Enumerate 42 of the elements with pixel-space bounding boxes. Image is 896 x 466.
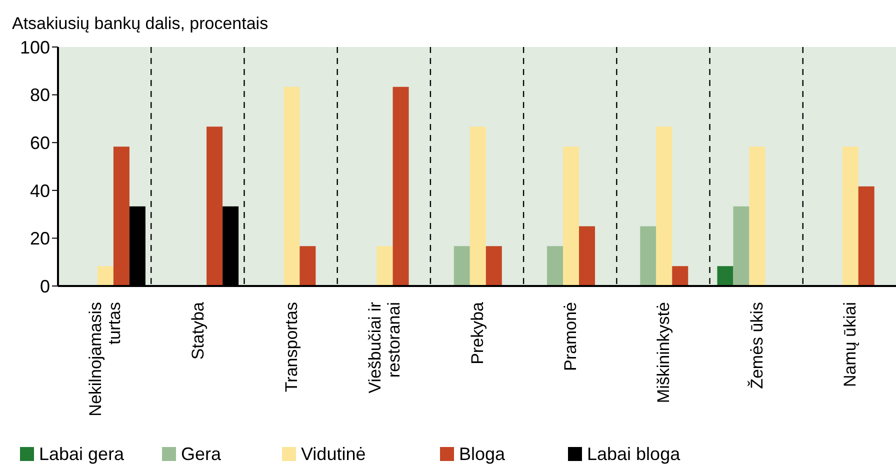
- bar: [284, 86, 300, 286]
- y-tick-label: 20: [30, 228, 50, 249]
- y-tick-label: 60: [30, 132, 50, 153]
- bar: [376, 246, 393, 286]
- bar: [470, 126, 486, 286]
- bar: [392, 86, 409, 286]
- y-tick-label: 100: [20, 37, 50, 58]
- x-tick-label: Nekilnojamasis turtas: [86, 302, 124, 416]
- y-tick-label: 0: [40, 276, 50, 296]
- bar: [842, 146, 858, 286]
- legend-label: Vidutinė: [301, 444, 366, 464]
- bar: [547, 246, 564, 286]
- bar: [454, 246, 470, 286]
- x-tick-label: Miškininkystė: [654, 302, 674, 404]
- bar: [486, 246, 502, 286]
- legend-label: Bloga: [459, 444, 506, 464]
- bar: [717, 266, 734, 286]
- x-tick-label: Statyba: [188, 301, 208, 360]
- bar: [749, 146, 766, 286]
- y-axis-title: Atsakiusių bankų dalis, procentais: [12, 14, 268, 34]
- bar: [858, 186, 874, 286]
- x-tick-label: Prekyba: [468, 301, 487, 364]
- x-tick-label: Pramonė: [561, 302, 580, 371]
- bar: [656, 126, 672, 286]
- x-tick-label: Transportas: [282, 302, 301, 392]
- y-tick-label: 80: [30, 85, 50, 106]
- bar: [206, 126, 223, 286]
- bar: [97, 266, 114, 286]
- bar: [563, 146, 580, 286]
- bar: [640, 226, 656, 286]
- bar: [300, 246, 316, 286]
- bar: [579, 226, 596, 286]
- x-tick-label: Žemės ūkis: [747, 302, 766, 389]
- bar: [113, 146, 130, 286]
- legend-label: Gera: [181, 444, 222, 464]
- bar: [733, 206, 750, 286]
- bar: [672, 266, 688, 286]
- legend-label: Labai bloga: [587, 444, 680, 464]
- y-tick-label: 40: [30, 180, 50, 201]
- legend-label: Labai gera: [39, 444, 124, 464]
- x-tick-label: Viešbučiai ir restoranai: [365, 302, 404, 394]
- x-tick-label: Namų ūkiai: [840, 302, 860, 388]
